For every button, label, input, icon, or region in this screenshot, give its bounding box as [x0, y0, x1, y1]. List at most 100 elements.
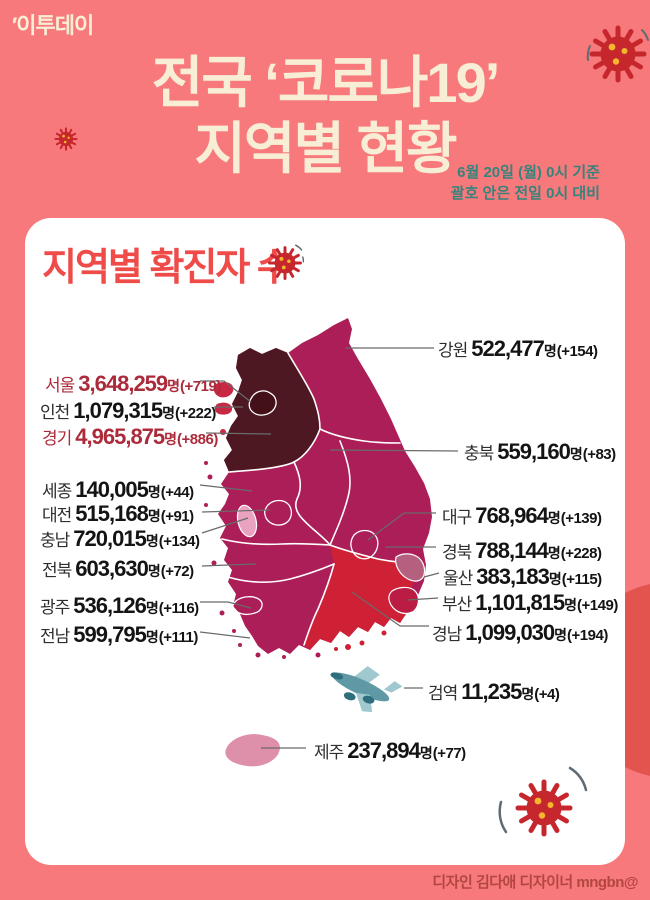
- unit-label: 명: [547, 510, 561, 526]
- map-region-seoul: [248, 390, 277, 416]
- region-row-busan: 부산 1,101,815명(+149): [442, 590, 618, 616]
- unit-label: 명: [521, 686, 535, 702]
- region-name: 충남: [40, 531, 70, 550]
- map-region-busan: [388, 586, 420, 615]
- unit-label: 명: [147, 508, 161, 524]
- date-line1: 6월 20일 (월) 0시 기준: [457, 164, 600, 181]
- region-name: 경기: [42, 429, 72, 448]
- region-row-sejong: 세종 140,005명(+44): [42, 477, 194, 503]
- region-delta: (+77): [432, 745, 466, 762]
- date-note: 6월 20일 (월) 0시 기준 괄호 안은 전일 0시 대비: [451, 162, 600, 204]
- region-delta: (+886): [177, 431, 218, 448]
- region-count: 599,795: [73, 622, 147, 647]
- region-row-incheon: 인천 1,079,315명(+222): [40, 398, 216, 424]
- map-region-daegu: [350, 529, 379, 560]
- region-delta: (+154): [556, 343, 598, 360]
- map-region-gyeongnam: [304, 545, 420, 650]
- unit-label: 명: [162, 405, 176, 421]
- virus-icon-bottom-right: [498, 766, 588, 858]
- region-row-gyeonggi: 경기 4,965,875명(+886): [42, 424, 218, 450]
- region-delta: (+72): [160, 563, 194, 580]
- unit-label: 명: [145, 533, 159, 549]
- region-count: 11,235: [461, 679, 522, 704]
- unit-label: 명: [419, 745, 433, 761]
- region-row-daegu: 대구 768,964명(+139): [442, 503, 602, 529]
- region-count: 1,101,815: [475, 590, 565, 615]
- region-name: 강원: [438, 341, 468, 360]
- region-row-daejeon: 대전 515,168명(+91): [42, 501, 194, 527]
- region-count: 559,160: [497, 439, 571, 464]
- region-count: 4,965,875: [75, 424, 165, 449]
- card-header: 지역별 확진자 수: [42, 247, 292, 289]
- region-name: 인천: [40, 403, 70, 422]
- map-region-jeju: [225, 734, 280, 767]
- map-region-gwangju: [232, 596, 263, 616]
- region-count: 768,964: [475, 503, 549, 528]
- region-delta: (+149): [577, 597, 618, 614]
- map-coast-islands: [204, 461, 321, 659]
- region-delta: (+222): [175, 405, 216, 422]
- unit-label: 명: [569, 446, 583, 462]
- region-row-ulsan: 울산 383,183명(+115): [443, 564, 602, 590]
- region-row-jeonnam: 전남 599,795명(+111): [40, 622, 198, 648]
- unit-label: 명: [547, 545, 561, 561]
- virus-icon-card-header: [266, 244, 304, 282]
- region-count: 1,099,030: [465, 620, 555, 645]
- unit-label: 명: [147, 563, 161, 579]
- region-row-quarantine: 검역 11,235명(+4): [428, 679, 560, 705]
- region-row-chungnam: 충남 720,015명(+134): [40, 526, 200, 552]
- region-count: 1,079,315: [73, 398, 163, 423]
- airplane-icon: [330, 666, 403, 713]
- unit-label: 명: [145, 600, 159, 616]
- region-name: 대구: [442, 508, 472, 527]
- region-name: 경남: [432, 625, 462, 644]
- region-name: 광주: [40, 598, 70, 617]
- region-row-jeju: 제주 237,894명(+77): [314, 738, 466, 764]
- region-row-seoul: 서울 3,648,259명(+719): [45, 371, 221, 397]
- region-delta: (+228): [560, 545, 602, 562]
- region-delta: (+194): [567, 627, 608, 644]
- region-delta: (+115): [561, 571, 602, 588]
- virus-icon-top-right: [586, 22, 649, 86]
- unit-label: 명: [548, 571, 562, 587]
- region-delta: (+111): [158, 629, 199, 646]
- region-delta: (+719): [180, 378, 221, 395]
- region-delta: (+4): [534, 686, 560, 703]
- unit-label: 명: [145, 629, 159, 645]
- map-region-sejong: [236, 504, 258, 538]
- date-line2: 괄호 안은 전일 0시 대비: [450, 185, 600, 202]
- poster-title-line2: 지역별 현황: [194, 116, 457, 180]
- etoday-logo: ′이투데이: [12, 13, 94, 38]
- map-south-islands: [334, 630, 387, 651]
- region-name: 서울: [45, 376, 75, 395]
- region-name: 검역: [428, 684, 458, 703]
- region-delta: (+116): [158, 600, 199, 617]
- region-name: 충북: [464, 444, 494, 463]
- region-count: 603,630: [75, 556, 149, 581]
- unit-label: 명: [147, 484, 161, 500]
- region-row-jeonbuk: 전북 603,630명(+72): [42, 556, 194, 582]
- region-name: 대전: [42, 506, 72, 525]
- region-row-gangwon: 강원 522,477명(+154): [438, 336, 598, 362]
- map-region-daejeon: [264, 499, 293, 526]
- region-name: 전북: [42, 561, 72, 580]
- region-count: 536,126: [73, 593, 147, 618]
- region-delta: (+134): [158, 533, 200, 550]
- region-count: 522,477: [471, 336, 545, 361]
- region-delta: (+44): [160, 484, 194, 501]
- region-row-gwangju: 광주 536,126명(+116): [40, 593, 199, 619]
- region-name: 울산: [443, 569, 473, 588]
- region-count: 788,144: [475, 538, 549, 563]
- poster-title-line1: 전국 ‘코로나19’: [151, 51, 501, 114]
- region-name: 세종: [42, 482, 72, 501]
- region-name: 제주: [314, 743, 344, 762]
- region-count: 140,005: [75, 477, 149, 502]
- map-region-ulsan: [395, 553, 426, 582]
- region-name: 부산: [442, 595, 472, 614]
- region-delta: (+83): [582, 446, 616, 463]
- unit-label: 명: [554, 627, 568, 643]
- region-count: 515,168: [75, 501, 149, 526]
- unit-label: 명: [164, 431, 178, 447]
- korea-map: [204, 318, 432, 659]
